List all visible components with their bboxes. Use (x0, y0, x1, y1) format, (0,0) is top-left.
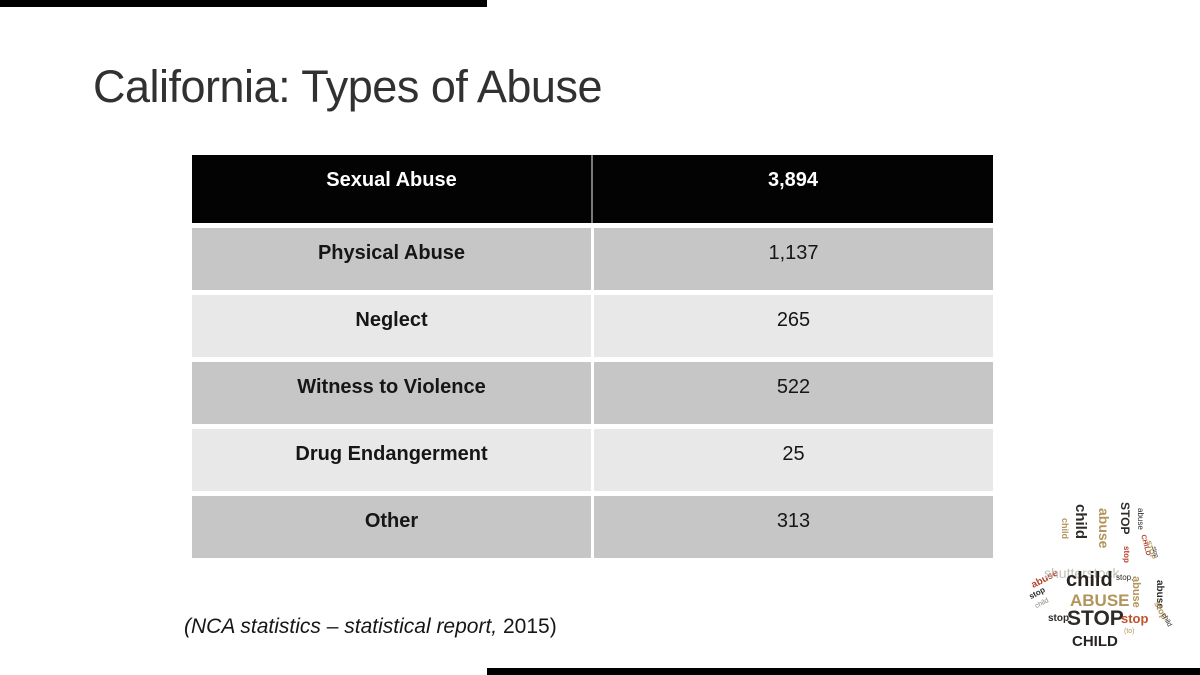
word-cloud-word: child (1060, 518, 1070, 540)
word-cloud-word: child (1034, 597, 1051, 611)
table-row: Physical Abuse 1,137 (192, 228, 993, 290)
watermark-text: shutterstock (1044, 565, 1120, 581)
word-cloud-word: stop (1121, 611, 1149, 626)
word-cloud-word: stop, (1116, 573, 1134, 582)
row-label: Sexual Abuse (192, 155, 591, 223)
citation-italic: (NCA statistics – statistical report, (184, 615, 498, 638)
table-row: Sexual Abuse 3,894 (192, 155, 993, 223)
row-value: 25 (591, 429, 993, 491)
word-cloud-word: child (1072, 504, 1089, 540)
word-cloud-word: CHILD (1072, 633, 1118, 650)
row-value: 3,894 (591, 155, 993, 223)
word-cloud-word: ABUSE (1070, 591, 1130, 610)
word-cloud-word: child (1066, 569, 1113, 591)
bottom-border-bar (487, 668, 1200, 675)
word-cloud-word: STOP (1118, 502, 1132, 535)
citation-year: 2015) (497, 615, 557, 638)
row-value: 522 (591, 362, 993, 424)
word-cloud-word: stop (1122, 546, 1131, 563)
word-cloud-word: (to) (1124, 628, 1135, 635)
word-cloud-word: abuse (1130, 576, 1142, 608)
row-label: Neglect (192, 295, 591, 357)
row-value: 1,137 (591, 228, 993, 290)
citation: (NCA statistics – statistical report, 20… (184, 615, 557, 639)
word-cloud-word: stop (1048, 613, 1070, 624)
word-cloud-word: abuse (1096, 508, 1112, 549)
abuse-table: Sexual Abuse 3,894 Physical Abuse 1,137 … (192, 155, 993, 563)
word-cloud-word: abuse (1136, 508, 1145, 530)
word-cloud-hand: child child abuse STOP stop abuse CHILD STOP sto… (1018, 498, 1200, 670)
word-cloud-word: STOP (1067, 607, 1124, 630)
row-value: 265 (591, 295, 993, 357)
row-value: 313 (591, 496, 993, 558)
table-row: Witness to Violence 522 (192, 362, 993, 424)
table-row: Other 313 (192, 496, 993, 558)
table-row: Neglect 265 (192, 295, 993, 357)
slide-title: California: Types of Abuse (93, 61, 602, 112)
row-label: Drug Endangerment (192, 429, 591, 491)
row-label: Physical Abuse (192, 228, 591, 290)
word-cloud-word: abuse (1154, 580, 1165, 609)
table-row: Drug Endangerment 25 (192, 429, 993, 491)
row-label: Witness to Violence (192, 362, 591, 424)
word-cloud-word: child (1159, 612, 1173, 629)
row-label: Other (192, 496, 591, 558)
top-border-bar (0, 0, 487, 7)
